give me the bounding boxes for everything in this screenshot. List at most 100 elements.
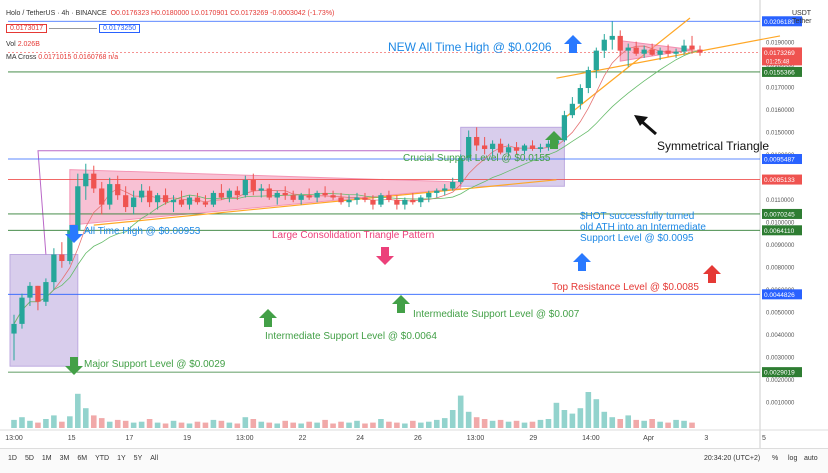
volume-bar: [386, 421, 392, 428]
volume-bar: [601, 411, 608, 428]
candle-body: [354, 197, 360, 200]
candle-body: [689, 45, 695, 50]
range-button-all[interactable]: All: [150, 455, 159, 462]
candle-body: [19, 297, 25, 324]
range-button-ytd[interactable]: YTD: [95, 455, 110, 462]
volume-bar: [394, 422, 400, 428]
x-tick-label: 22: [299, 435, 307, 442]
arrow-inter-0064: [259, 309, 277, 327]
volume-bar: [537, 419, 544, 428]
range-button-3m[interactable]: 3M: [59, 455, 70, 462]
volume-bar: [290, 422, 296, 428]
candle-body: [202, 202, 209, 205]
range-button-1d[interactable]: 1D: [8, 455, 17, 462]
auto-toggle[interactable]: auto: [804, 455, 818, 462]
volume-bar: [298, 423, 304, 428]
candle-body: [138, 190, 145, 198]
volume-bar: [665, 422, 671, 428]
volume-bar: [11, 419, 17, 428]
range-button-1y[interactable]: 1Y: [117, 455, 126, 462]
volume-bar: [457, 395, 464, 428]
clock: 20:34:20 (UTC+2): [704, 455, 761, 462]
volume-bar: [98, 418, 105, 428]
volume-bar: [114, 419, 121, 428]
shot-line-1: $HOT successfully turned: [580, 211, 695, 222]
y-tick-label: 0.0100000: [766, 221, 795, 227]
y-tick-label: 0.0030000: [766, 356, 795, 362]
candle-body: [577, 88, 583, 104]
volume-bar: [67, 416, 73, 428]
buy-price-box[interactable]: 0.0173250: [99, 24, 141, 33]
candle-body: [59, 254, 65, 262]
volume-bar: [577, 408, 584, 428]
range-button-6m[interactable]: 6M: [77, 455, 88, 462]
ath-new-label: NEW All Time High @ $0.0206: [388, 40, 552, 54]
volume-bar: [513, 420, 520, 428]
candle-body: [537, 147, 544, 149]
volume-bar: [226, 422, 233, 428]
candle-body: [601, 39, 607, 51]
candle-body: [83, 173, 89, 187]
candle-body: [466, 136, 472, 159]
x-tick-label: 5: [762, 435, 766, 442]
steep-trendline: [564, 17, 691, 119]
candle-body: [497, 143, 504, 153]
volume-bar: [378, 419, 384, 428]
percent-toggle[interactable]: %: [772, 455, 779, 462]
candle-body: [67, 230, 73, 262]
arrow-inter-007: [392, 295, 410, 313]
volume-bar: [441, 418, 448, 428]
ma-label: MA Cross: [6, 54, 37, 61]
range-button-5d[interactable]: 5D: [24, 455, 34, 462]
shot-line-3: Support Level @ $0.0095: [580, 233, 694, 244]
bottom-toolbar: 1D 5D 1M 3M 6M YTD 1Y 5Y All 20:34:20 (UTC+2) % …: [0, 448, 828, 473]
volume-bar: [274, 423, 281, 428]
candle-body: [123, 195, 129, 208]
volume-bar: [194, 421, 201, 428]
channel-upper-trendline: [556, 35, 781, 79]
candle-body: [673, 51, 679, 54]
y-tick-label: 0.0020000: [766, 378, 795, 384]
candle-body: [362, 197, 368, 200]
x-tick-label: 19: [183, 435, 191, 442]
volume-bar: [106, 421, 113, 428]
log-toggle[interactable]: log: [788, 455, 798, 462]
volume-bar: [505, 421, 512, 428]
x-tick-label: 15: [68, 435, 76, 442]
volume-bar: [497, 419, 504, 428]
candle-body: [474, 136, 480, 146]
volume-bar: [657, 421, 663, 428]
range-button-5y[interactable]: 5Y: [133, 455, 143, 462]
price-tag-bg: [762, 174, 802, 185]
candle-body: [378, 195, 384, 205]
price-tag-bg: [762, 47, 802, 66]
y-tick-label: 0.0170000: [766, 86, 795, 92]
candle-body: [242, 179, 248, 196]
interval[interactable]: 4h: [61, 10, 70, 17]
volume-bar: [561, 410, 568, 428]
volume-bar: [82, 408, 89, 428]
sell-price-box[interactable]: 0.0173017: [6, 24, 48, 33]
candle-body: [330, 195, 336, 198]
arrow-top-resistance: [703, 265, 721, 283]
volume-bar: [585, 392, 592, 428]
candle-body: [458, 158, 464, 182]
candle-body: [569, 103, 576, 116]
candlestick-chart[interactable]: 0.02100000.01900000.01800000.01700000.01…: [0, 0, 828, 448]
volume-bar: [425, 421, 432, 428]
y-tick-label: 0.0080000: [766, 266, 795, 272]
price-tag-label: 0.0085133: [764, 177, 795, 184]
volume-bar: [218, 420, 225, 428]
range-button-1m[interactable]: 1M: [41, 455, 52, 462]
symbol-name: Holo / TetherUS: [6, 10, 56, 17]
candle-body: [370, 199, 376, 205]
range-buttons: 1D 5D 1M 3M 6M YTD 1Y 5Y All: [8, 455, 166, 462]
candle-body: [489, 143, 496, 149]
ath-old-label: All Time High @ $0.00953: [84, 226, 201, 237]
candle-body: [218, 192, 225, 198]
candle-body: [322, 192, 328, 196]
volume-bar: [649, 419, 655, 428]
currency-code: USDT: [792, 10, 812, 17]
volume-bar: [154, 422, 161, 428]
triangle-lower-trendline: [93, 179, 557, 226]
